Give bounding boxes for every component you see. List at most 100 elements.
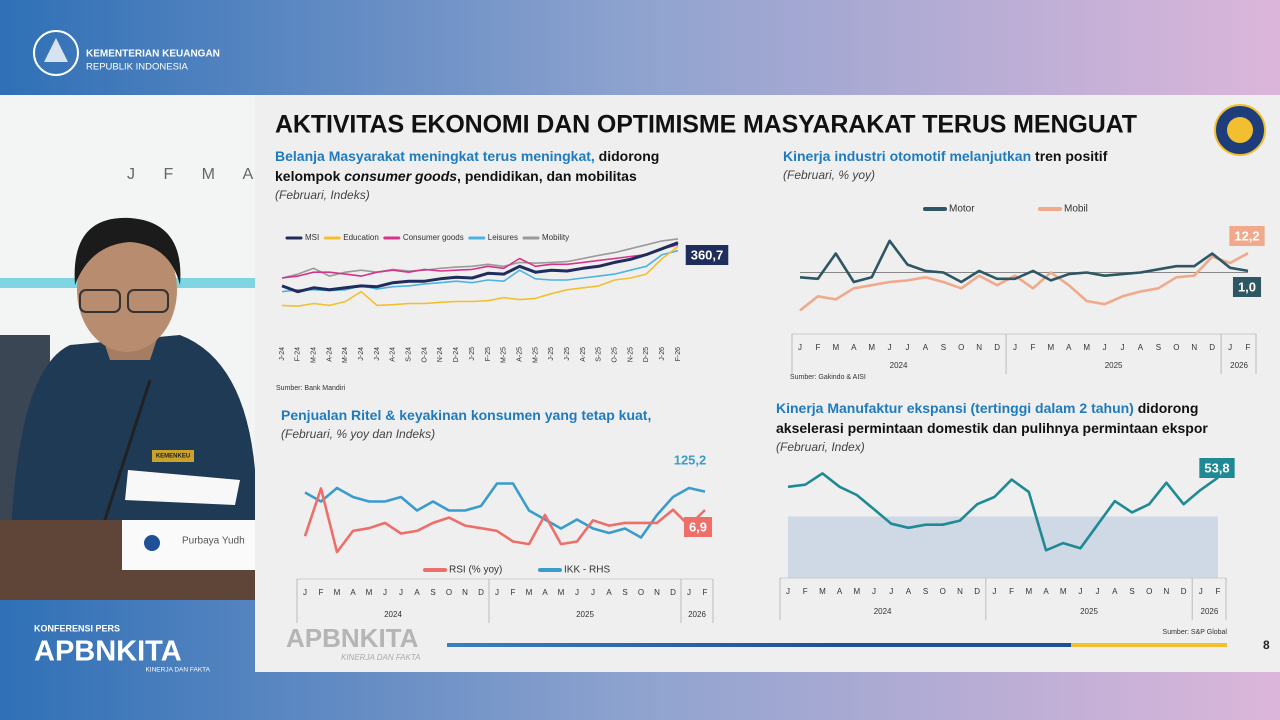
x-tick-label: N bbox=[976, 343, 982, 352]
chart-panel: Penjualan Ritel & keyakinan konsumen yan… bbox=[281, 407, 714, 623]
x-tick-label: D bbox=[974, 587, 980, 596]
chart-panel: Kinerja industri otomotif melanjutkan tr… bbox=[783, 148, 1265, 381]
x-tick-label: N bbox=[462, 588, 468, 597]
x-tick-label: J bbox=[906, 343, 910, 352]
x-tick-label: D-25 bbox=[643, 347, 650, 362]
x-tick-label: M bbox=[868, 343, 875, 352]
x-tick-label: M bbox=[526, 588, 533, 597]
x-tick-label: A-25 bbox=[580, 347, 587, 362]
x-tick-label: D bbox=[994, 343, 1000, 352]
chart-title-part: didorong bbox=[595, 148, 660, 164]
x-tick-label: A bbox=[906, 587, 912, 596]
x-tick-label: S bbox=[1156, 343, 1161, 352]
chart-title-part: tren positif bbox=[1031, 148, 1108, 164]
x-tick-label: O bbox=[446, 588, 452, 597]
x-tick-label: O bbox=[1146, 587, 1152, 596]
x-tick-label: S-25 bbox=[596, 347, 603, 362]
series-line bbox=[281, 244, 679, 279]
event-label: KONFERENSI PERS bbox=[34, 623, 120, 633]
chart-panel: Belanja Masyarakat meningkat terus menin… bbox=[275, 148, 729, 392]
backdrop-letters: J F M A bbox=[127, 166, 265, 183]
footer-bar bbox=[447, 643, 1227, 647]
x-tick-label: S bbox=[622, 588, 627, 597]
x-tick-label: J bbox=[575, 588, 579, 597]
chart-subtitle: (Februari, % yoy dan Indeks) bbox=[281, 427, 435, 441]
x-tick-label: F bbox=[803, 587, 808, 596]
x-tick-label: S bbox=[430, 588, 435, 597]
chart-title-part: Kinerja Manufaktur ekspansi (tertinggi d… bbox=[776, 400, 1134, 416]
x-tick-label: F bbox=[1031, 343, 1036, 352]
series-line bbox=[304, 482, 706, 539]
x-tick-label: J bbox=[1078, 587, 1082, 596]
x-tick-label: A-25 bbox=[516, 347, 523, 362]
legend-label: MSI bbox=[305, 233, 319, 242]
x-tick-label: J-26 bbox=[659, 347, 666, 361]
x-tick-label: J bbox=[1199, 587, 1203, 596]
slide-logo-mark bbox=[1227, 117, 1253, 143]
chart-panel: Kinerja Manufaktur ekspansi (tertinggi d… bbox=[776, 400, 1235, 636]
x-tick-label: N-24 bbox=[437, 347, 444, 362]
x-tick-label: D bbox=[478, 588, 484, 597]
ministry-logo bbox=[33, 30, 79, 76]
x-tick-label: J bbox=[1228, 343, 1232, 352]
x-tick-label: J bbox=[889, 587, 893, 596]
x-tick-label: J bbox=[495, 588, 499, 597]
x-tick-label: M bbox=[1083, 343, 1090, 352]
x-tick-label: M bbox=[833, 343, 840, 352]
x-tick-label: J bbox=[303, 588, 307, 597]
x-tick-label: J bbox=[383, 588, 387, 597]
x-tick-label: J bbox=[872, 587, 876, 596]
x-tick-label: S bbox=[923, 587, 928, 596]
chart-title: kelompok consumer goods, pendidikan, dan… bbox=[275, 168, 637, 184]
x-tick-label: J bbox=[786, 587, 790, 596]
x-tick-label: O-24 bbox=[421, 347, 428, 363]
x-tick-label: A bbox=[350, 588, 356, 597]
x-tick-label: S bbox=[941, 343, 946, 352]
x-tick-label: A bbox=[1112, 587, 1118, 596]
value-label-box bbox=[1229, 226, 1265, 246]
chart-title-part: , pendidikan, dan mobilitas bbox=[457, 168, 637, 184]
x-tick-label: O bbox=[940, 587, 946, 596]
series-line bbox=[281, 238, 679, 279]
x-tick-label: J bbox=[798, 343, 802, 352]
x-tick-label: J-24 bbox=[374, 347, 381, 361]
series-line bbox=[303, 487, 706, 554]
speaker-face bbox=[77, 228, 177, 352]
x-tick-label: D bbox=[1209, 343, 1215, 352]
ministry-name: KEMENTERIAN KEUANGAN bbox=[86, 49, 220, 60]
x-tick-label: J bbox=[1096, 587, 1100, 596]
x-tick-label: M-24 bbox=[311, 347, 318, 363]
chart-title-part: kelompok bbox=[275, 168, 344, 184]
chart-subtitle: (Februari, % yoy) bbox=[783, 168, 875, 182]
x-tick-label: N-25 bbox=[627, 347, 634, 362]
series-line bbox=[787, 472, 1219, 552]
x-tick-label: N bbox=[654, 588, 660, 597]
year-label: 2024 bbox=[384, 610, 402, 619]
series-line bbox=[799, 252, 1249, 312]
x-tick-label: O bbox=[638, 588, 644, 597]
speaker-body bbox=[10, 335, 255, 560]
x-tick-label: D-24 bbox=[453, 347, 460, 362]
x-tick-label: A bbox=[414, 588, 420, 597]
legend-label: Consumer goods bbox=[403, 233, 464, 242]
value-label: 53,8 bbox=[1204, 460, 1229, 475]
chart-source: Sumber: S&P Global bbox=[1163, 629, 1228, 636]
x-tick-label: M bbox=[1025, 587, 1032, 596]
x-tick-label: F-25 bbox=[485, 347, 492, 362]
legend-label: Mobility bbox=[542, 233, 569, 242]
chart-title: akselerasi permintaan domestik dan pulih… bbox=[776, 420, 1208, 436]
series-line bbox=[799, 239, 1249, 284]
x-tick-label: M bbox=[1048, 343, 1055, 352]
x-tick-label: M-24 bbox=[342, 347, 349, 363]
value-label-box bbox=[1232, 277, 1262, 297]
x-tick-label: J bbox=[1013, 343, 1017, 352]
speaker-glasses-left bbox=[79, 289, 121, 313]
value-label-box bbox=[1199, 458, 1235, 478]
x-tick-label: O bbox=[1173, 343, 1179, 352]
x-tick-label: F-24 bbox=[295, 347, 302, 362]
footer-brand: APBNKITA bbox=[286, 623, 419, 653]
x-tick-label: A bbox=[606, 588, 612, 597]
chart-title-part: Belanja Masyarakat meningkat terus menin… bbox=[275, 148, 595, 164]
footer-tagline: KINERJA DAN FAKTA bbox=[341, 653, 420, 662]
